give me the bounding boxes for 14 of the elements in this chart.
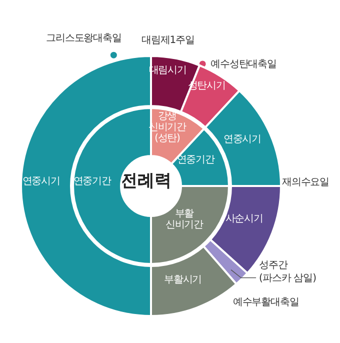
text: 예수성탄대축일 [210, 58, 276, 70]
text: 그리스도왕대축일 [46, 33, 122, 44]
text: 재의수요일 [282, 177, 330, 188]
text: 예수부활대축일 [232, 297, 299, 308]
slice-label: 연중시기 [22, 176, 60, 186]
slice-label: 사순시기 [225, 213, 263, 224]
text: 대림제1주일 [142, 35, 194, 46]
slice-label: 부활 신비기간 [166, 208, 204, 230]
slice-label: 연중기간 [73, 176, 112, 186]
slice-label: 성주간 (파스카 삼일) [259, 260, 317, 284]
slice-label: 부활시기 [164, 274, 202, 285]
slice-label: 연중기간 [176, 154, 215, 165]
slice-label: 연중시기 [224, 133, 261, 144]
text: 전례력 [120, 171, 172, 191]
